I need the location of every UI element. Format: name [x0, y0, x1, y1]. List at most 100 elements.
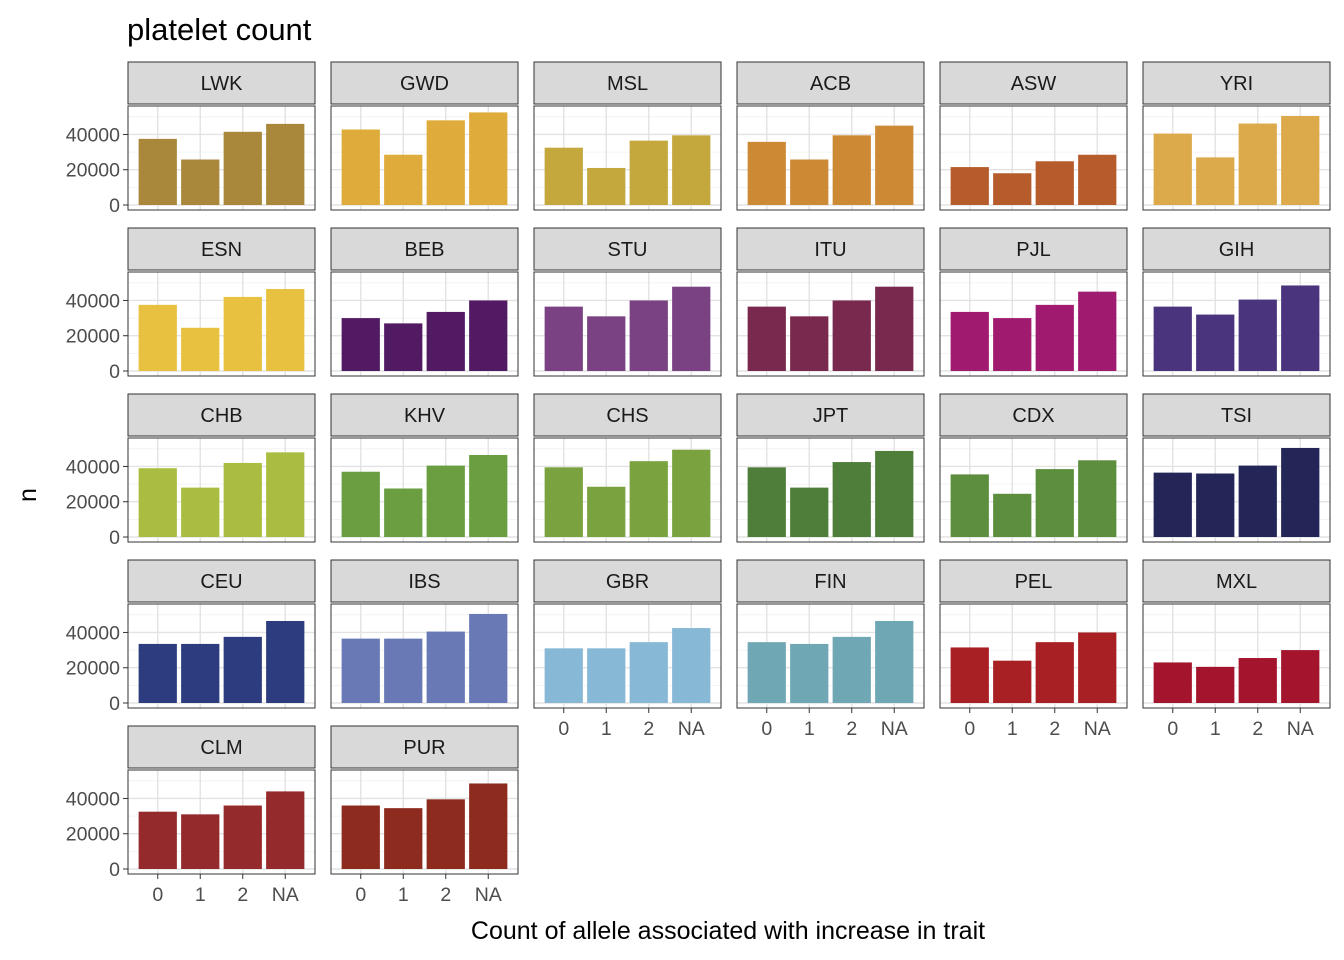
- panel-border: [736, 105, 925, 211]
- facet-strip-label: MSL: [607, 73, 648, 95]
- facet-strip: [533, 227, 722, 271]
- bar-YRI-2: [1238, 123, 1277, 205]
- bar-MXL-NA: [1281, 650, 1320, 703]
- panel-border: [127, 437, 316, 543]
- bar-PJL-0: [950, 311, 989, 371]
- bar-IBS-NA: [469, 613, 508, 703]
- facet-strip-label: BEB: [404, 239, 444, 261]
- bar-GBR-0: [544, 648, 583, 703]
- facet-strip: [127, 227, 316, 271]
- bar-FIN-2: [832, 636, 871, 703]
- bar-CEU-NA: [266, 620, 305, 703]
- bar-BEB-NA: [469, 300, 508, 371]
- bar-ITU-0: [747, 306, 786, 371]
- bar-PJL-NA: [1078, 291, 1117, 371]
- bar-MSL-1: [587, 167, 626, 205]
- bar-CHS-NA: [672, 449, 711, 537]
- facet-strip: [533, 393, 722, 437]
- bar-CDX-0: [950, 474, 989, 537]
- facet-ITU: ITU: [736, 227, 925, 377]
- x-tick-label: 1: [1007, 718, 1018, 740]
- facet-strip-label: YRI: [1220, 73, 1253, 95]
- bar-CHB-0: [138, 468, 177, 537]
- bar-STU-1: [587, 316, 626, 371]
- bar-KHV-NA: [469, 454, 508, 537]
- facet-strip-label: CDX: [1012, 405, 1054, 427]
- facet-strip-label: GBR: [606, 571, 649, 593]
- panel-border: [127, 105, 316, 211]
- facet-strip: [127, 559, 316, 603]
- x-tick-label: 2: [846, 718, 857, 740]
- panel-border: [1142, 437, 1331, 543]
- bar-BEB-2: [426, 311, 465, 371]
- bar-GBR-1: [587, 648, 626, 703]
- facet-strip-label: TSI: [1221, 405, 1252, 427]
- panel-border: [127, 271, 316, 377]
- bar-FIN-1: [790, 643, 829, 703]
- facet-strip: [127, 725, 316, 769]
- bar-JPT-1: [790, 487, 829, 537]
- bar-GIH-1: [1196, 314, 1235, 371]
- facet-MSL: MSL: [533, 61, 722, 211]
- bar-TSI-2: [1238, 465, 1277, 537]
- bar-ASW-NA: [1078, 154, 1117, 205]
- facet-strip: [736, 559, 925, 603]
- panel-border: [330, 105, 519, 211]
- panel-border: [330, 437, 519, 543]
- facet-strip-label: PJL: [1016, 239, 1050, 261]
- bar-CHS-1: [587, 486, 626, 537]
- facet-CDX: CDX: [939, 393, 1128, 543]
- x-tick-label: NA: [881, 718, 908, 740]
- bar-PUR-0: [341, 805, 380, 869]
- facet-GWD: GWD: [330, 61, 519, 211]
- panel-border: [330, 603, 519, 709]
- facet-strip: [330, 725, 519, 769]
- bar-GBR-NA: [672, 628, 711, 703]
- bar-IBS-1: [384, 638, 423, 703]
- bar-ASW-0: [950, 167, 989, 205]
- panel-border: [939, 603, 1128, 709]
- bar-BEB-0: [341, 318, 380, 371]
- bar-GIH-2: [1238, 299, 1277, 371]
- y-tick-label: 40000: [66, 456, 120, 478]
- panel-border: [127, 603, 316, 709]
- facet-GBR: GBR 0 1 2 NA: [533, 559, 722, 740]
- bar-GIH-NA: [1281, 285, 1320, 371]
- bar-CEU-1: [181, 643, 220, 703]
- bar-GIH-0: [1153, 306, 1192, 371]
- bar-ESN-1: [181, 327, 220, 371]
- facet-strip: [939, 227, 1128, 271]
- facet-strip-label: LWK: [201, 73, 244, 95]
- y-tick-label: 0: [109, 361, 120, 383]
- bar-TSI-1: [1196, 473, 1235, 537]
- bar-BEB-1: [384, 323, 423, 371]
- bar-KHV-2: [426, 465, 465, 537]
- bar-ACB-1: [790, 159, 829, 205]
- bar-PEL-1: [993, 660, 1032, 703]
- bar-ACB-NA: [875, 125, 914, 205]
- y-tick-label: 20000: [66, 824, 120, 846]
- bar-CLM-1: [181, 814, 220, 869]
- bar-CDX-NA: [1078, 460, 1117, 537]
- y-axis-title: n: [14, 488, 42, 502]
- bar-YRI-NA: [1281, 115, 1320, 205]
- panel-border: [533, 105, 722, 211]
- y-tick-label: 0: [109, 527, 120, 549]
- facet-strip-label: CHS: [606, 405, 648, 427]
- facet-PJL: PJL: [939, 227, 1128, 377]
- bar-PEL-0: [950, 647, 989, 703]
- bar-STU-0: [544, 306, 583, 371]
- panel-border: [736, 271, 925, 377]
- x-tick-label: 2: [643, 718, 654, 740]
- panel-border: [1142, 105, 1331, 211]
- x-tick-label: 0: [355, 884, 366, 906]
- facet-CHB: CHB 0 20000 40000: [66, 393, 316, 549]
- x-tick-label: 2: [1049, 718, 1060, 740]
- x-tick-label: 2: [237, 884, 248, 906]
- x-tick-label: 1: [1210, 718, 1221, 740]
- facet-TSI: TSI: [1142, 393, 1331, 543]
- bar-ESN-0: [138, 304, 177, 371]
- facet-strip-label: ESN: [201, 239, 242, 261]
- panel-border: [533, 603, 722, 709]
- bar-CDX-2: [1035, 469, 1074, 537]
